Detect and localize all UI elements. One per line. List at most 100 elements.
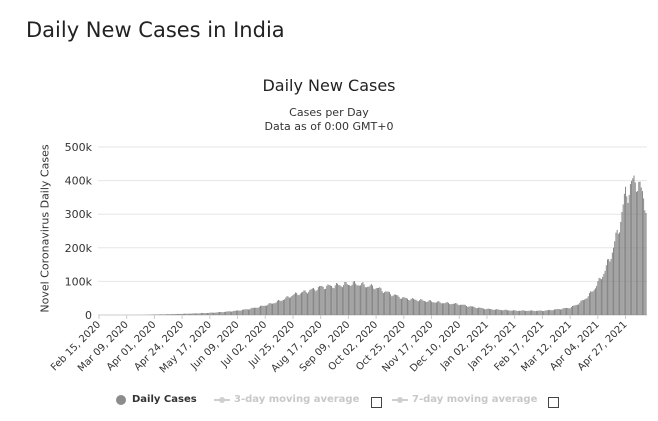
daily-case-bar	[464, 304, 466, 315]
daily-case-bar	[337, 283, 339, 315]
daily-case-bar	[316, 289, 318, 315]
daily-case-bar	[572, 305, 574, 315]
daily-case-bar	[525, 310, 527, 315]
daily-case-bar	[296, 292, 298, 315]
daily-case-bar	[602, 276, 604, 315]
daily-case-bar	[550, 310, 552, 315]
daily-case-bar	[213, 312, 214, 315]
daily-case-bar	[567, 307, 569, 315]
daily-case-bar	[374, 289, 376, 315]
daily-case-bar	[305, 292, 307, 315]
daily-case-bar	[487, 308, 489, 315]
daily-case-bar	[160, 314, 161, 315]
daily-case-bar	[640, 187, 642, 315]
daily-case-bar	[172, 314, 173, 315]
daily-case-bar	[303, 290, 305, 315]
daily-case-bar	[176, 313, 178, 315]
3-day-average-checkbox[interactable]	[371, 397, 382, 408]
daily-case-bar	[298, 295, 300, 315]
daily-case-bar	[280, 301, 282, 315]
daily-case-bar	[457, 304, 459, 315]
daily-case-bar	[558, 309, 560, 315]
daily-case-bar	[260, 305, 261, 315]
legend-item-daily-cases[interactable]: Daily Cases	[116, 394, 197, 405]
daily-case-bar	[317, 287, 319, 315]
daily-case-bar	[510, 310, 512, 315]
daily-case-bar	[454, 303, 455, 315]
daily-case-bar	[566, 307, 567, 315]
daily-case-bar	[431, 301, 433, 315]
daily-case-bar	[304, 290, 306, 315]
daily-case-bar	[192, 313, 194, 315]
daily-case-bar	[409, 300, 411, 315]
daily-case-bar	[231, 311, 233, 315]
legend-item-7-day-average[interactable]: 7-day moving average	[392, 394, 537, 405]
y-tick-label: 0	[85, 309, 92, 322]
7-day-average-checkbox[interactable]	[548, 397, 559, 408]
daily-case-bar	[573, 305, 575, 315]
daily-case-bar	[522, 310, 524, 315]
daily-case-bar	[157, 314, 159, 315]
daily-case-bar	[579, 302, 581, 315]
y-tick-label: 200k	[65, 242, 93, 255]
daily-case-bar	[586, 298, 588, 315]
line-marker-icon	[214, 395, 230, 405]
daily-case-bar	[399, 298, 401, 315]
daily-case-bar	[321, 285, 323, 315]
daily-case-bar	[204, 313, 206, 315]
daily-case-bar	[234, 310, 236, 315]
daily-case-bar	[384, 292, 386, 315]
daily-case-bar	[451, 303, 453, 315]
daily-case-bar	[248, 309, 249, 315]
daily-case-bar	[491, 309, 493, 315]
daily-case-bar	[460, 304, 461, 315]
daily-case-bar	[209, 312, 211, 315]
daily-case-bar	[156, 314, 158, 315]
chart-title: Daily New Cases	[262, 76, 396, 95]
daily-case-bar	[207, 312, 208, 315]
daily-case-bar	[246, 309, 248, 315]
daily-case-bar	[546, 310, 548, 315]
daily-case-bar	[373, 288, 375, 315]
daily-case-bar	[443, 303, 445, 315]
daily-case-bar	[352, 281, 354, 315]
daily-case-bar	[293, 293, 295, 315]
daily-case-bar	[180, 313, 182, 315]
daily-case-bar	[462, 304, 464, 315]
daily-case-bar	[408, 300, 410, 315]
y-tick-label: 400k	[65, 175, 93, 188]
daily-case-bar	[227, 311, 229, 315]
daily-case-bar	[564, 308, 566, 315]
chart-subtitle-line2: Data as of 0:00 GMT+0	[264, 120, 394, 133]
daily-case-bar	[311, 288, 313, 315]
daily-case-bar	[590, 291, 592, 315]
daily-case-bar	[641, 191, 643, 315]
daily-case-bar	[262, 305, 264, 315]
daily-case-bar	[225, 311, 227, 315]
daily-case-bar	[441, 303, 443, 315]
daily-case-bar	[276, 300, 278, 315]
daily-case-bar	[243, 309, 245, 315]
daily-case-bar	[386, 291, 388, 315]
daily-case-bar	[375, 288, 377, 315]
daily-cases-dot-icon	[116, 394, 126, 405]
legend-label-3-day-average: 3-day moving average	[234, 394, 360, 405]
daily-case-bar	[193, 313, 195, 315]
daily-case-bar	[199, 313, 201, 315]
daily-case-bar	[502, 310, 504, 315]
daily-case-bar	[194, 313, 196, 315]
daily-case-bar	[315, 291, 317, 315]
daily-case-bar	[440, 303, 442, 315]
daily-case-bar	[208, 312, 210, 315]
daily-case-bar	[568, 308, 570, 315]
daily-case-bar	[178, 313, 180, 315]
daily-case-bar	[551, 310, 553, 315]
daily-case-bar	[167, 314, 169, 315]
legend-item-3-day-average[interactable]: 3-day moving average	[214, 394, 359, 405]
daily-case-bar	[407, 298, 408, 315]
daily-case-bar	[163, 314, 165, 315]
daily-case-bar	[393, 294, 395, 315]
daily-case-bar	[343, 285, 345, 315]
daily-case-bar	[323, 289, 325, 315]
daily-case-bar	[358, 285, 360, 315]
